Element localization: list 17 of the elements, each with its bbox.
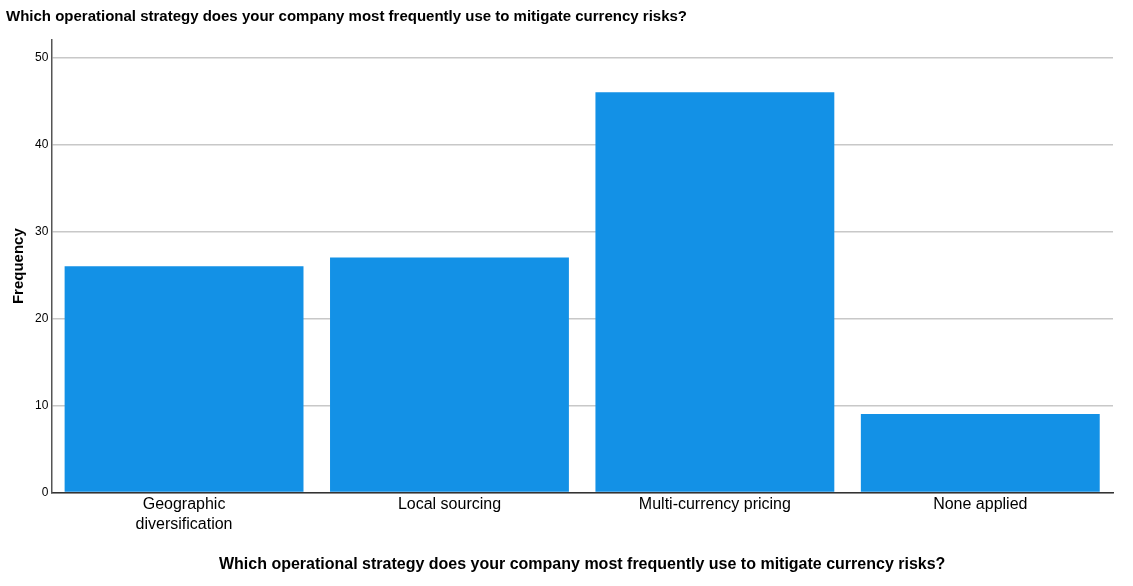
y-tick-label: 30 <box>34 223 49 238</box>
chart-title: Which operational strategy does your company most frequently use to mitigate currency risks? <box>6 7 687 25</box>
y-axis-title: Frequency <box>9 227 27 305</box>
bar <box>595 92 835 492</box>
x-tick-label: Geographic diversification <box>135 495 233 532</box>
x-tick-label: None applied <box>933 495 1028 513</box>
bar <box>64 266 304 492</box>
y-tick-label: 40 <box>34 136 49 151</box>
bar <box>860 414 1100 492</box>
bar <box>330 257 569 492</box>
x-axis-title: Which operational strategy does your company most frequently use to mitigate currency risks? <box>218 554 946 572</box>
y-tick-label: 50 <box>34 49 49 64</box>
y-tick-label: 20 <box>34 310 49 325</box>
y-tick-label: 10 <box>34 397 49 412</box>
x-tick-label: Multi-currency pricing <box>638 495 791 513</box>
y-tick-label: 0 <box>41 484 49 499</box>
x-tick-label: Local sourcing <box>397 495 502 513</box>
